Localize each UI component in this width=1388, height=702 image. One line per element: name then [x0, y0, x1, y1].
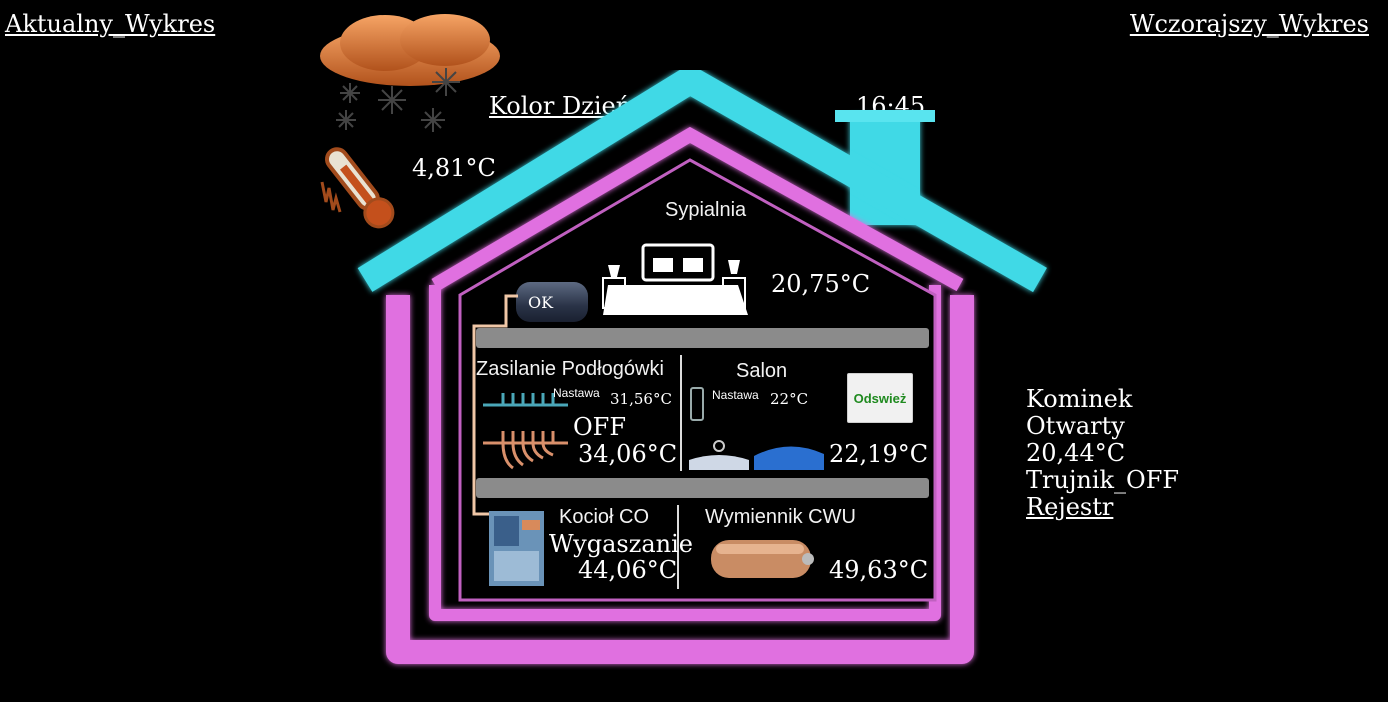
- thermometer-icon: [320, 147, 395, 229]
- heat-exchanger-title: Wymiennik CWU: [705, 506, 856, 528]
- living-room-temperature: 22,19°C: [829, 440, 929, 468]
- heat-exchanger-temperature: 49,63°C: [829, 556, 929, 584]
- tank-status-label: OK: [528, 292, 554, 312]
- radiator-icon: [689, 440, 824, 470]
- yesterday-chart-link[interactable]: Wczorajszy_Wykres: [1129, 10, 1369, 38]
- floor-heating-manifold-icon: [483, 393, 568, 470]
- floor-heating-setpoint-label: Nastawa: [553, 386, 600, 400]
- current-chart-link[interactable]: Aktualny_Wykres: [5, 10, 216, 38]
- fireplace-title: Kominek: [1026, 385, 1133, 413]
- fireplace-panel: Kominek Otwarty 20,44°C Trujnik_OFF Reje…: [1026, 386, 1179, 521]
- heat-exchanger-icon: [711, 540, 814, 578]
- living-room-setpoint-label: Nastawa: [712, 388, 759, 402]
- floor-heating-state: OFF: [573, 413, 626, 441]
- living-room-setpoint: 22°C: [770, 390, 809, 408]
- thermostat-icon: [690, 387, 704, 421]
- fireplace-temperature: 20,44°C: [1026, 439, 1126, 467]
- room-divider-lower: [677, 505, 679, 589]
- fireplace-state: Otwarty: [1026, 412, 1125, 440]
- room-divider-upper: [680, 355, 682, 471]
- floor-separator-upper: [476, 328, 929, 348]
- bedroom-temperature: 20,75°C: [771, 270, 871, 298]
- boiler-title: Kocioł CO: [559, 506, 650, 528]
- fireplace-tee-status: Trujnik_OFF: [1026, 466, 1180, 494]
- bed-icon: [602, 243, 748, 315]
- outdoor-temperature: 4,81°C: [412, 154, 496, 182]
- boiler-temperature: 44,06°C: [578, 556, 678, 584]
- refresh-button[interactable]: Odswież: [847, 373, 913, 423]
- boiler-icon: [489, 511, 544, 586]
- floor-heating-title: Zasilanie Podłogówki: [476, 358, 664, 380]
- floor-separator-lower: [476, 478, 929, 498]
- floor-heating-temperature: 34,06°C: [578, 440, 678, 468]
- register-link[interactable]: Rejestr: [1026, 493, 1114, 521]
- bedroom-title: Sypialnia: [665, 199, 747, 221]
- boiler-state: Wygaszanie: [549, 530, 693, 558]
- water-tank-status: OK: [516, 282, 588, 322]
- snow-cloud-icon: [320, 14, 500, 132]
- living-room-title: Salon: [736, 360, 788, 382]
- floor-heating-setpoint: 31,56°C: [610, 390, 672, 408]
- pipe-line: [472, 294, 518, 516]
